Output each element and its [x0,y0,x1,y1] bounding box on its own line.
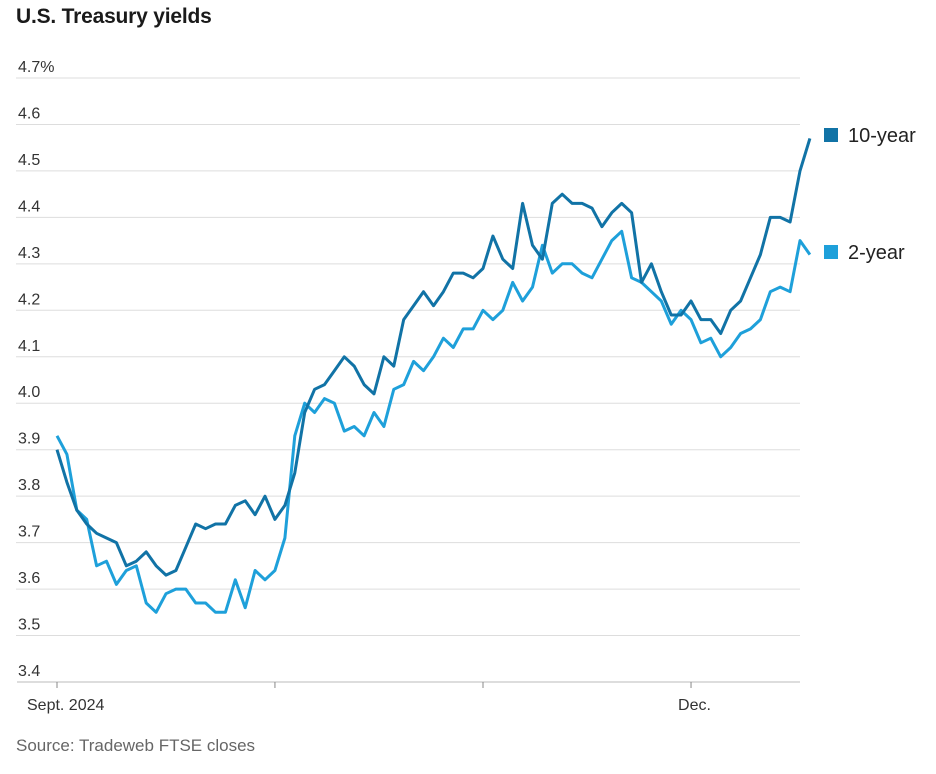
y-tick-label: 3.8 [18,477,40,494]
y-axis-tick-labels: 3.4 3.5 3.6 3.7 3.8 3.9 4.0 4.1 4.2 4.3 4.4 4.5 4.6 4… [18,59,54,680]
y-tick-label: 4.1 [18,338,40,355]
y-tick-label: 3.9 [18,431,40,448]
grid-lines [16,77,800,637]
x-tick-label: Dec. [678,697,711,714]
y-tick-label: 4.5 [18,152,40,169]
y-tick-label: 4.0 [18,384,40,401]
legend-label: 10-year [848,125,916,147]
legend-label: 2-year [848,242,905,264]
y-tick-label: 4.2 [18,291,40,308]
legend-swatch [824,245,838,259]
y-tick-label: 4.7% [18,59,54,76]
x-tick-label: Sept. 2024 [27,697,105,714]
series-line-10-year [55,137,812,577]
y-tick-label: 4.6 [18,105,40,122]
y-tick-label: 3.6 [18,570,40,587]
x-axis: Sept. 2024 Dec. [17,681,800,714]
legend: 10-year 2-year [824,125,916,264]
y-tick-label: 3.7 [18,524,40,541]
y-tick-label: 3.5 [18,617,40,634]
y-tick-label: 4.4 [18,198,40,215]
series-line-2-year [55,229,812,614]
series-lines [55,137,812,614]
legend-swatch [824,128,838,142]
source-note: Source: Tradeweb FTSE closes [16,736,256,755]
y-tick-label: 3.4 [18,663,40,680]
y-tick-label: 4.3 [18,245,40,262]
chart-title: U.S. Treasury yields [16,5,212,28]
